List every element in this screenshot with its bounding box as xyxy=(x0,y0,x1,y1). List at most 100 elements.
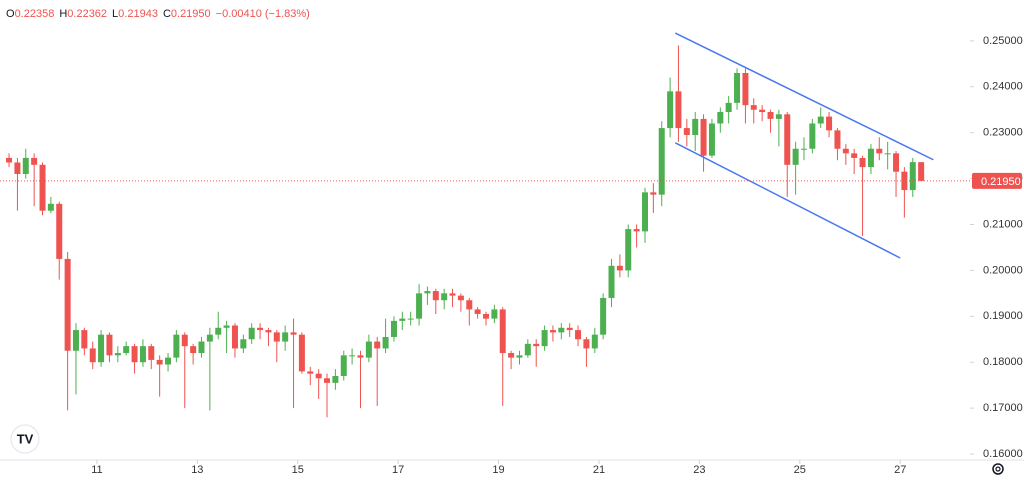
candle-body xyxy=(382,336,389,349)
candle-body xyxy=(332,375,339,383)
candle-body xyxy=(399,318,406,321)
y-tick-label: 0.18000 xyxy=(983,356,1023,368)
trendline xyxy=(674,142,901,259)
candle-body xyxy=(81,330,88,349)
candle-body xyxy=(457,295,464,301)
candle-body xyxy=(700,118,707,156)
candle-body xyxy=(123,346,130,354)
candle-body xyxy=(349,355,356,357)
candle-body xyxy=(340,355,347,376)
candle-body xyxy=(800,148,807,150)
candle-body xyxy=(541,330,548,347)
candle-body xyxy=(265,330,272,333)
candle-body xyxy=(290,332,297,335)
change-text: −0.00410 (−1.83%) xyxy=(216,8,310,20)
candle-body xyxy=(315,373,322,379)
candle-body xyxy=(298,334,305,372)
candle-body xyxy=(441,293,448,301)
candle-body xyxy=(47,203,54,211)
candle-body xyxy=(257,327,264,331)
candle-body xyxy=(867,148,874,168)
candle-body xyxy=(566,327,573,331)
x-tick-label: 11 xyxy=(91,464,102,476)
ohlc-value: 0.22358 xyxy=(15,8,55,20)
y-tick-label: 0.25000 xyxy=(983,35,1023,47)
settings-icon[interactable] xyxy=(992,463,1004,475)
candle-body xyxy=(876,148,883,154)
candle-body xyxy=(416,293,423,319)
candle-body xyxy=(89,348,96,363)
candle-body xyxy=(918,162,925,181)
candle-body xyxy=(717,112,724,124)
candle-body xyxy=(826,116,833,131)
candle-body xyxy=(859,157,866,168)
candle-body xyxy=(625,229,632,271)
candle-body xyxy=(600,297,607,335)
candle-body xyxy=(248,327,255,340)
candle-body xyxy=(784,114,791,165)
candle-body xyxy=(909,162,916,191)
x-tick-label: 17 xyxy=(392,464,404,476)
candle-body xyxy=(708,123,715,156)
candle-body xyxy=(834,130,841,149)
candle-body xyxy=(499,309,506,354)
candle-body xyxy=(884,153,891,155)
ohlc-value: 0.21950 xyxy=(171,8,211,20)
candle-body xyxy=(658,128,665,195)
candle-body xyxy=(842,148,849,154)
candle-body xyxy=(809,123,816,149)
y-tick-label: 0.16000 xyxy=(983,448,1023,460)
y-tick-label: 0.23000 xyxy=(983,127,1023,139)
x-tick-label: 23 xyxy=(693,464,705,476)
candle-body xyxy=(114,353,121,356)
candle-body xyxy=(190,346,197,354)
candle-body xyxy=(357,355,364,358)
candle-body xyxy=(323,378,330,383)
candle-body xyxy=(901,171,908,191)
candle-body xyxy=(775,114,782,119)
candle-body xyxy=(508,353,515,358)
y-tick-label: 0.17000 xyxy=(983,402,1023,414)
candle-body xyxy=(759,109,766,113)
candle-body xyxy=(549,330,556,333)
candle-body xyxy=(524,343,531,356)
candle-body xyxy=(98,334,105,363)
candle-body xyxy=(742,72,749,106)
candle-body xyxy=(365,341,372,358)
trendline xyxy=(674,32,934,161)
candle-body xyxy=(767,112,774,119)
candle-body xyxy=(173,334,180,358)
candle-body xyxy=(692,118,699,135)
candle-body xyxy=(14,162,21,174)
price-axis-bg xyxy=(970,0,1024,480)
y-tick-label: 0.24000 xyxy=(983,81,1023,93)
x-tick-label: 27 xyxy=(894,464,906,476)
candle-body xyxy=(424,291,431,294)
candle-body xyxy=(533,343,540,347)
candle-body xyxy=(223,325,230,328)
candle-body xyxy=(407,318,414,320)
candle-body xyxy=(817,116,824,124)
candle-body xyxy=(307,371,314,374)
candle-body xyxy=(390,320,397,337)
candle-body xyxy=(516,355,523,358)
tv-logo: TV xyxy=(10,424,40,454)
ohlc-key: L xyxy=(112,8,118,20)
candle-body xyxy=(734,72,741,103)
candle-body xyxy=(750,105,757,110)
candle-body xyxy=(206,334,213,342)
x-tick-label: 25 xyxy=(794,464,806,476)
candle-body xyxy=(583,339,590,349)
candle-body xyxy=(282,332,289,342)
candle-body xyxy=(273,332,280,342)
candle-body xyxy=(148,346,155,360)
candle-body xyxy=(675,91,682,129)
candle-body xyxy=(642,192,649,232)
candle-body xyxy=(22,157,29,174)
candle-body xyxy=(131,346,138,363)
candle-body xyxy=(432,291,439,301)
candle-body xyxy=(198,341,205,354)
candle-body xyxy=(165,357,172,365)
